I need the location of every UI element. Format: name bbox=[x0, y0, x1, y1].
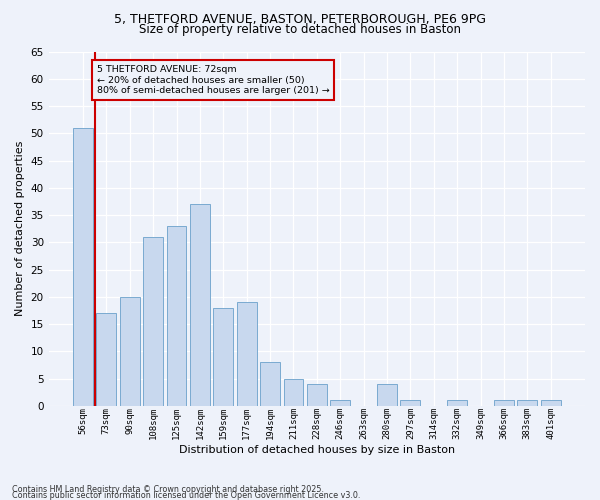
Bar bbox=[143, 237, 163, 406]
Text: Contains HM Land Registry data © Crown copyright and database right 2025.: Contains HM Land Registry data © Crown c… bbox=[12, 485, 324, 494]
Bar bbox=[377, 384, 397, 406]
Bar bbox=[167, 226, 187, 406]
Y-axis label: Number of detached properties: Number of detached properties bbox=[15, 141, 25, 316]
Bar bbox=[97, 313, 116, 406]
Text: Size of property relative to detached houses in Baston: Size of property relative to detached ho… bbox=[139, 22, 461, 36]
Bar bbox=[214, 308, 233, 406]
Bar bbox=[541, 400, 560, 406]
Bar bbox=[400, 400, 421, 406]
Bar bbox=[307, 384, 327, 406]
Bar bbox=[494, 400, 514, 406]
Bar bbox=[260, 362, 280, 406]
X-axis label: Distribution of detached houses by size in Baston: Distribution of detached houses by size … bbox=[179, 445, 455, 455]
Bar bbox=[447, 400, 467, 406]
Bar bbox=[517, 400, 537, 406]
Text: 5, THETFORD AVENUE, BASTON, PETERBOROUGH, PE6 9PG: 5, THETFORD AVENUE, BASTON, PETERBOROUGH… bbox=[114, 12, 486, 26]
Text: Contains public sector information licensed under the Open Government Licence v3: Contains public sector information licen… bbox=[12, 491, 361, 500]
Bar bbox=[237, 302, 257, 406]
Bar bbox=[284, 378, 304, 406]
Bar bbox=[190, 204, 210, 406]
Text: 5 THETFORD AVENUE: 72sqm
← 20% of detached houses are smaller (50)
80% of semi-d: 5 THETFORD AVENUE: 72sqm ← 20% of detach… bbox=[97, 65, 330, 95]
Bar bbox=[330, 400, 350, 406]
Bar bbox=[120, 297, 140, 406]
Bar bbox=[73, 128, 93, 406]
